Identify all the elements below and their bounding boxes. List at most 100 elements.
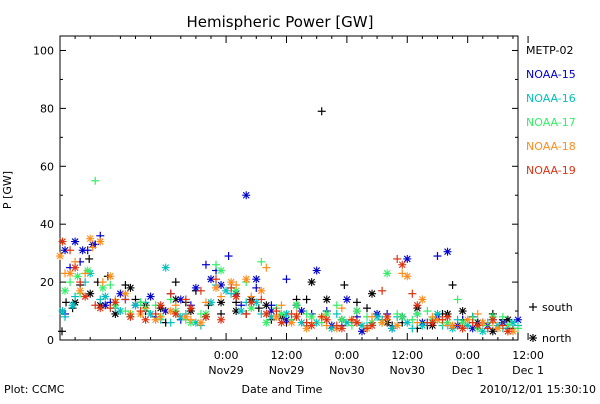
- legend-south-label: south: [542, 301, 573, 314]
- north-marker: [227, 278, 236, 287]
- south-marker: [151, 309, 160, 318]
- north-marker: [252, 275, 261, 284]
- legend-entry: NOAA-15: [526, 68, 576, 81]
- north-marker: [252, 298, 261, 307]
- north-marker: [96, 237, 105, 246]
- north-marker: [413, 301, 422, 310]
- south-marker: [212, 275, 221, 284]
- north-marker: [222, 286, 231, 295]
- north-marker: [378, 318, 387, 327]
- north-marker: [488, 315, 497, 324]
- north-marker: [131, 301, 140, 310]
- north-marker: [237, 307, 246, 316]
- north-marker: [368, 289, 377, 298]
- south-marker: [473, 309, 482, 318]
- south-marker: [408, 324, 417, 333]
- north-marker: [242, 191, 251, 200]
- y-tick-label: 100: [33, 44, 54, 57]
- north-marker: [337, 315, 346, 324]
- x-tick-time: 0:00: [214, 349, 239, 362]
- x-tick-date: Nov29: [208, 364, 243, 377]
- north-marker: [257, 286, 266, 295]
- x-tick-date: Nov30: [329, 364, 364, 377]
- south-marker: [272, 307, 281, 316]
- south-marker: [106, 280, 115, 289]
- north-marker: [101, 301, 110, 310]
- north-marker: [76, 286, 85, 295]
- legend-entry: METP-02: [526, 44, 574, 57]
- north-marker: [166, 307, 175, 316]
- north-marker: [58, 307, 67, 316]
- x-tick-date: Nov30: [390, 364, 425, 377]
- north-marker: [307, 321, 316, 330]
- north-marker: [196, 318, 205, 327]
- south-marker: [81, 269, 90, 278]
- north-marker: [156, 301, 165, 310]
- y-tick-label: 20: [40, 276, 54, 289]
- north-marker: [393, 321, 402, 330]
- north-marker: [508, 327, 517, 336]
- south-marker: [201, 260, 210, 269]
- south-marker: [282, 275, 291, 284]
- north-marker: [277, 318, 286, 327]
- north-marker: [247, 298, 256, 307]
- north-marker: [297, 307, 306, 316]
- north-marker: [217, 266, 226, 275]
- north-marker: [146, 292, 155, 301]
- north-marker: [86, 234, 95, 243]
- legend-entry: NOAA-17: [526, 116, 576, 129]
- south-marker: [166, 318, 175, 327]
- south-marker: [332, 301, 341, 310]
- south-marker: [408, 315, 417, 324]
- north-marker: [307, 278, 316, 287]
- north-marker: [101, 292, 110, 301]
- south-marker: [483, 324, 492, 333]
- south-marker: [166, 289, 175, 298]
- north-marker: [458, 307, 467, 316]
- north-marker: [418, 321, 427, 330]
- north-marker: [61, 286, 70, 295]
- south-marker: [196, 286, 205, 295]
- north-marker: [126, 312, 135, 321]
- plot-credit: Plot: CCMC: [4, 383, 65, 396]
- south-marker: [498, 312, 507, 321]
- south-marker: [337, 304, 346, 313]
- north-marker: [111, 298, 120, 307]
- north-marker: [212, 283, 221, 292]
- y-tick-label: 0: [47, 334, 54, 347]
- south-marker: [433, 252, 442, 261]
- south-marker: [227, 283, 236, 292]
- south-marker: [423, 307, 432, 316]
- x-tick-date: Dec 1: [452, 364, 484, 377]
- south-marker: [363, 304, 372, 313]
- north-marker: [383, 269, 392, 278]
- x-tick-date: Nov29: [269, 364, 304, 377]
- y-axis-label: P [GW]: [1, 171, 14, 209]
- legend-north-label: north: [542, 332, 572, 345]
- north-marker: [352, 307, 361, 316]
- north-marker: [493, 324, 502, 333]
- north-marker: [352, 318, 361, 327]
- south-marker: [106, 304, 115, 313]
- legend-entry: NOAA-19: [526, 164, 576, 177]
- south-marker: [368, 312, 377, 321]
- north-marker: [141, 315, 150, 324]
- north-marker: [403, 318, 412, 327]
- legend-entry: NOAA-18: [526, 140, 576, 153]
- south-marker: [58, 327, 67, 336]
- x-tick-time: 12:00: [391, 349, 423, 362]
- north-marker: [116, 289, 125, 298]
- south-marker: [181, 295, 190, 304]
- south-marker: [262, 263, 271, 272]
- north-marker: [171, 309, 180, 318]
- north-marker: [262, 301, 271, 310]
- x-axis-label: Date and Time: [242, 383, 323, 396]
- north-marker: [418, 295, 427, 304]
- south-marker: [453, 295, 462, 304]
- data-points: [56, 107, 522, 336]
- south-marker: [201, 298, 210, 307]
- north-marker: [473, 321, 482, 330]
- north-marker: [458, 324, 467, 333]
- south-marker: [85, 254, 94, 263]
- south-marker: [408, 289, 417, 298]
